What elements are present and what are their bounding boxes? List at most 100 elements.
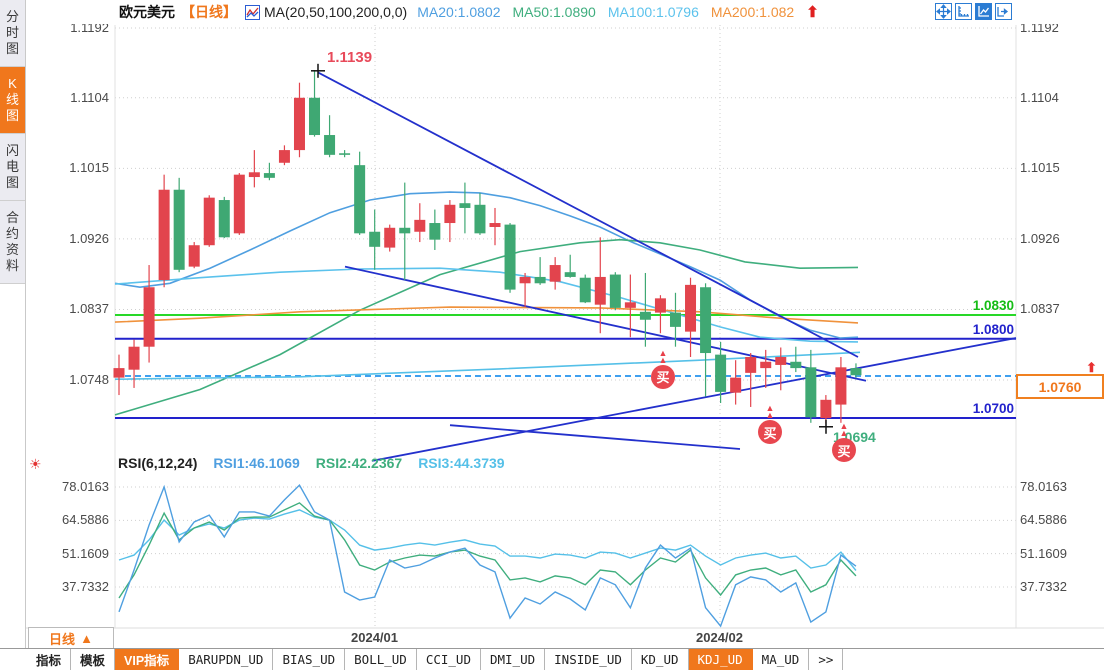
candle-body xyxy=(339,153,351,155)
x-axis-label: 2024/02 xyxy=(696,630,743,645)
ma-line-MA50 xyxy=(114,238,859,416)
candle-body xyxy=(459,203,471,208)
ma-line-MA200 xyxy=(114,306,859,324)
tab-boll-ud[interactable]: BOLL_UD xyxy=(345,649,417,670)
ma-line-aux-cyan xyxy=(114,351,861,380)
period-arrow-icon: ▲ xyxy=(80,630,93,646)
tab-ma-ud[interactable]: MA_UD xyxy=(753,649,810,670)
ma-values: MA20:1.0802 MA50:1.0890 MA100:1.0796 MA200:… xyxy=(417,4,806,20)
tab-指标[interactable]: 指标 xyxy=(27,649,72,670)
up-triangles-icon: ▲ xyxy=(658,354,668,365)
candlestick-layer xyxy=(113,70,862,424)
candle-body xyxy=(444,204,456,224)
rsi-axis-label-right: 78.0163 xyxy=(1020,479,1067,494)
rsi-axis-label-right: 51.1609 xyxy=(1020,545,1067,561)
rsi-value: RSI3:44.3739 xyxy=(418,455,505,471)
period-selector[interactable]: 日线 ▲ xyxy=(28,627,114,649)
tab-kd-ud[interactable]: KD_UD xyxy=(632,649,689,670)
price-line-label: 1.0800 xyxy=(972,321,1014,337)
buy-marker: ▲ ▲ 买 xyxy=(832,422,856,463)
x-axis-label: 2024/01 xyxy=(351,630,398,645)
main-axis-label-right: 1.1104 xyxy=(1020,89,1059,105)
sidebar-item-1[interactable]: K 线 图 xyxy=(0,67,25,134)
axis-scale-icon[interactable] xyxy=(955,3,972,20)
rsi-line-RSI3 xyxy=(118,509,857,571)
tab-inside-ud[interactable]: INSIDE_UD xyxy=(545,649,632,670)
candle-body xyxy=(745,357,757,373)
candle-body xyxy=(489,223,501,227)
price-annotation: 1.1139 xyxy=(327,49,373,66)
candle-body xyxy=(534,276,546,284)
candle-body xyxy=(730,377,742,393)
export-icon[interactable] xyxy=(995,3,1012,20)
main-axis-label-left: 1.1104 xyxy=(70,89,109,105)
main-axis-label-right: 1.0837 xyxy=(1020,301,1060,317)
main-axis-label-left: 1.0837 xyxy=(69,301,109,317)
candle-body xyxy=(158,189,170,281)
candle-body xyxy=(609,274,621,308)
candle-body xyxy=(354,165,366,234)
candle-body xyxy=(474,204,486,234)
candle-body xyxy=(384,227,396,248)
rsi-value: RSI2:42.2367 xyxy=(315,455,403,471)
rsi-line-RSI1 xyxy=(118,483,857,628)
trend-lines xyxy=(317,71,1017,462)
candle-body xyxy=(293,97,305,151)
tab-kdj-ud[interactable]: KDJ_UD xyxy=(688,649,753,670)
cross-markers xyxy=(311,63,833,434)
candle-body xyxy=(399,227,411,234)
candle-body xyxy=(850,368,862,376)
chart-style-icon[interactable] xyxy=(975,3,992,20)
candle-body xyxy=(835,367,847,405)
candle-body xyxy=(820,399,832,419)
sidebar-item-0[interactable]: 分 时 图 xyxy=(0,0,25,67)
tab-模板[interactable]: 模板 xyxy=(71,649,116,670)
candle-body xyxy=(579,277,591,303)
ma-formula: MA(20,50,100,200,0,0) xyxy=(264,4,408,20)
candle-body xyxy=(685,284,697,332)
tab-cci-ud[interactable]: CCI_UD xyxy=(417,649,481,670)
candle-body xyxy=(624,302,636,308)
rsi-legend: RSI(6,12,24) RSI1:46.1069 RSI2:42.2367 RSI3… xyxy=(118,455,505,471)
price-tag-arrow-icon: ⬆ xyxy=(1086,360,1097,375)
rsi-axis-label-right: 37.7332 xyxy=(1020,579,1067,594)
tab-barupdn-ud[interactable]: BARUPDN_UD xyxy=(179,649,274,670)
candle-body xyxy=(278,150,290,163)
tab-dmi-ud[interactable]: DMI_UD xyxy=(481,649,546,670)
candle-body xyxy=(700,287,712,354)
candle-body xyxy=(203,197,215,246)
candle-body xyxy=(639,311,651,320)
candle-body xyxy=(233,174,245,234)
rsi-settings-icon[interactable]: ☀ xyxy=(29,456,42,472)
tab-bias-ud[interactable]: BIAS_UD xyxy=(273,649,346,670)
ma-line-MA100 xyxy=(114,267,859,343)
candle-body xyxy=(309,97,321,136)
rsi-title: RSI(6,12,24) xyxy=(118,455,198,471)
up-triangles-icon: ▲ xyxy=(765,410,775,421)
candle-body xyxy=(429,223,441,240)
candle-body xyxy=(414,219,426,232)
candle-body xyxy=(113,368,125,378)
symbol-title: 欧元美元 xyxy=(119,4,175,20)
buy-badge: 买 xyxy=(832,438,856,463)
candle-body xyxy=(504,224,516,290)
chart-icon xyxy=(245,4,260,20)
rsi-axis-label-left: 37.7332 xyxy=(62,579,109,594)
rsi-axis-label-right: 64.5886 xyxy=(1020,512,1067,528)
candle-body xyxy=(669,312,681,327)
sidebar-item-3[interactable]: 合 约 资 料 xyxy=(0,201,25,284)
sidebar-item-2[interactable]: 闪 电 图 xyxy=(0,134,25,201)
buy-badge: 买 xyxy=(651,364,675,389)
tab--[interactable]: >> xyxy=(809,649,844,670)
rsi-axis-label-left: 51.1609 xyxy=(62,545,109,561)
rsi-axis-label-left: 64.5886 xyxy=(62,512,109,528)
tab-vip指标[interactable]: VIP指标 xyxy=(115,649,180,670)
buy-badge: 买 xyxy=(758,420,782,445)
move-icon[interactable] xyxy=(935,3,952,20)
candle-body xyxy=(549,265,561,282)
candle-body xyxy=(188,245,200,267)
buy-marker: ▲ ▲ 买 xyxy=(651,348,675,389)
rsi-value: RSI1:46.1069 xyxy=(213,455,300,471)
